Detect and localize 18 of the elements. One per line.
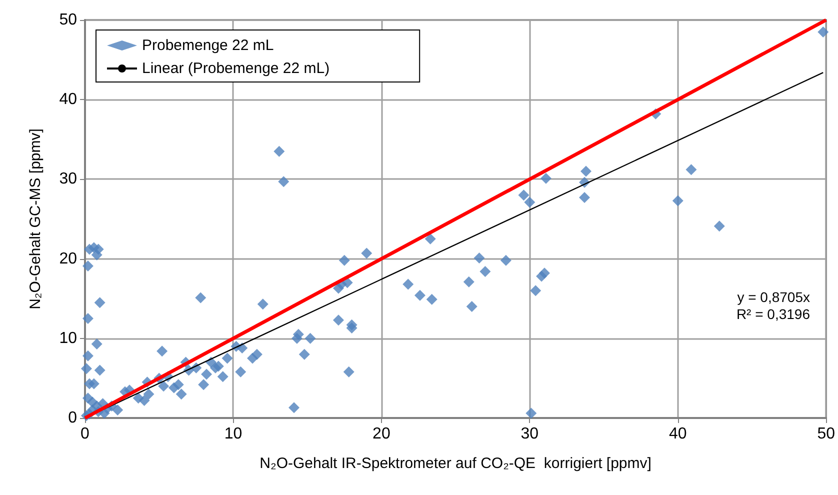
x-tick-label: 40 <box>668 426 687 442</box>
y-tick-label: 40 <box>59 91 78 108</box>
y-tick-label: 10 <box>59 330 78 347</box>
annotation: y = 0,8705x <box>737 289 810 305</box>
annotation: R² = 0,3196 <box>736 306 810 322</box>
x-tick-label: 10 <box>224 426 242 442</box>
legend-label: Probemenge 22 mL <box>142 37 274 54</box>
x-axis-title: N₂O-Gehalt IR-Spektrometer auf CO₂-QE korrigiert [ppmv] <box>260 455 652 472</box>
y-tick-label: 30 <box>59 170 78 188</box>
legend-label: Linear (Probemenge 22 mL) <box>142 60 330 77</box>
x-tick-label: 50 <box>817 426 836 442</box>
x-tick-label: 30 <box>520 426 539 442</box>
y-tick-label: 20 <box>59 250 78 268</box>
x-tick-label: 20 <box>372 426 390 442</box>
y-axis-title: N₂O-Gehalt GC-MS [ppmv] <box>27 128 44 310</box>
x-tick-label: 0 <box>80 426 90 442</box>
y-tick-label: 50 <box>59 12 78 28</box>
y-tick-label: 0 <box>68 410 78 426</box>
